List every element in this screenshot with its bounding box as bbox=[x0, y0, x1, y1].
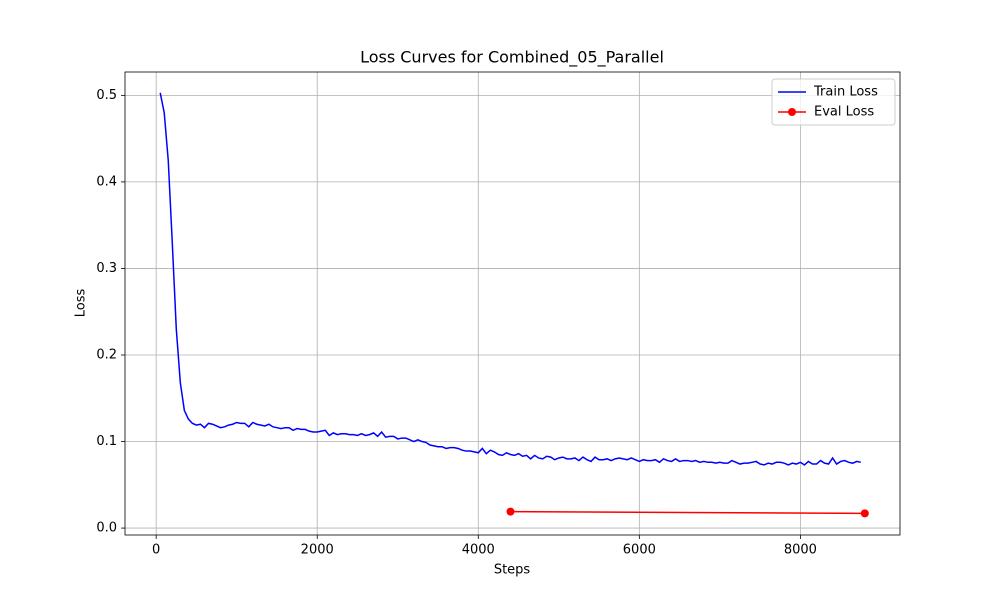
marker bbox=[506, 507, 515, 516]
x-tick-label: 4000 bbox=[462, 543, 495, 558]
x-tick-label: 6000 bbox=[623, 543, 656, 558]
chart-title: Loss Curves for Combined_05_Parallel bbox=[360, 48, 664, 68]
x-tick-label: 8000 bbox=[784, 543, 817, 558]
legend-label: Eval Loss bbox=[814, 105, 874, 120]
plot-frame bbox=[124, 71, 901, 536]
y-tick-label: 0.0 bbox=[96, 521, 117, 536]
line bbox=[159, 92, 861, 466]
legend-label: Train Loss bbox=[813, 85, 878, 100]
y-tick-label: 0.4 bbox=[96, 174, 117, 189]
legend-marker bbox=[788, 108, 796, 116]
marker bbox=[860, 509, 869, 518]
y-axis-label: Loss bbox=[74, 289, 89, 318]
line bbox=[510, 510, 865, 515]
y-tick-label: 0.1 bbox=[96, 434, 117, 449]
y-tick-label: 0.3 bbox=[96, 261, 117, 276]
x-tick-label: 2000 bbox=[301, 543, 334, 558]
legend-box bbox=[771, 78, 896, 126]
legend: Train Loss Eval Loss bbox=[771, 78, 896, 126]
y-tick-label: 0.5 bbox=[96, 88, 117, 103]
x-axis-label: Steps bbox=[494, 563, 531, 578]
y-tick-label: 0.2 bbox=[96, 347, 117, 362]
x-tick-label: 0 bbox=[152, 543, 160, 558]
